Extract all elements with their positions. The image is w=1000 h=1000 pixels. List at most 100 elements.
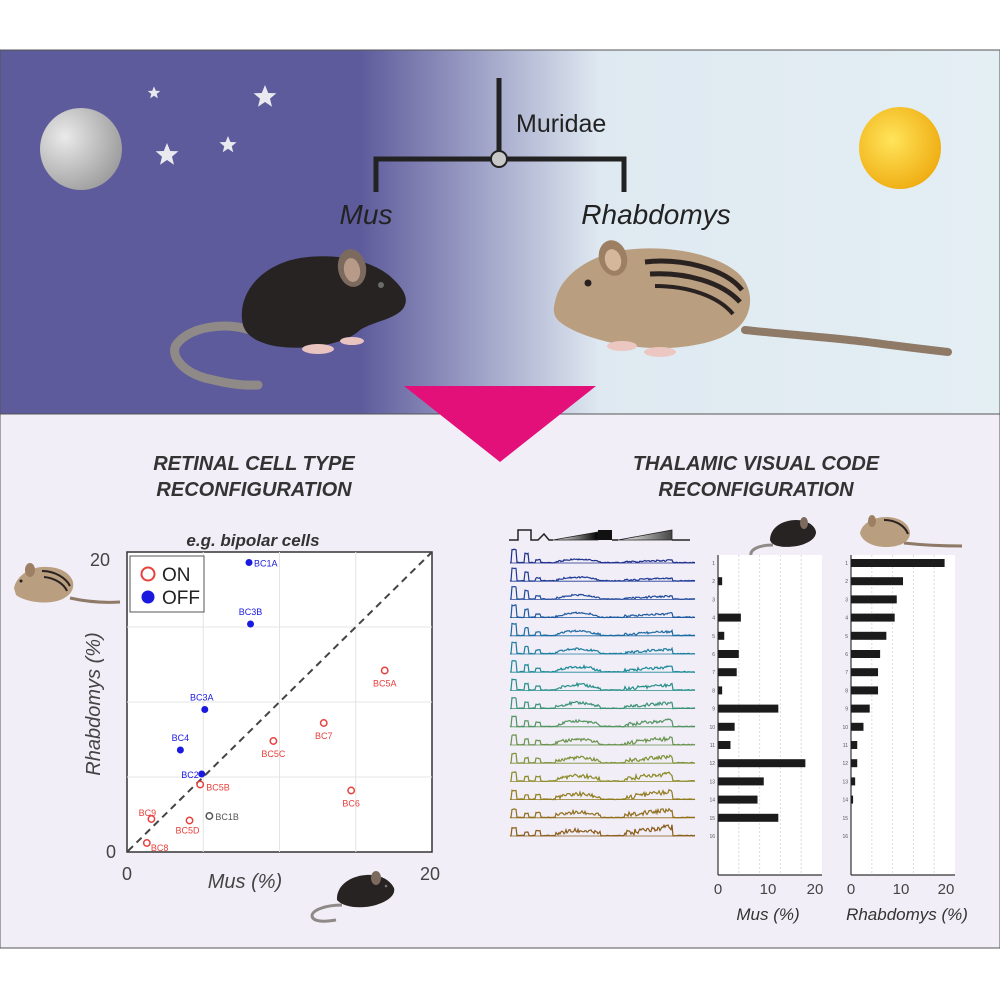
bar-plot-area xyxy=(851,555,955,875)
point-marker xyxy=(347,786,356,795)
bar-category-label: 6 xyxy=(712,652,715,658)
bar-12 xyxy=(851,759,858,768)
scatter-point-bc5d: BC5D xyxy=(176,816,200,836)
rhabdomys-bar-xlabel: Rhabdomys (%) xyxy=(846,905,968,924)
point-label: BC9 xyxy=(139,808,157,818)
down-arrow xyxy=(404,386,596,462)
bar-7 xyxy=(718,668,737,677)
scatter-point-bc3a: BC3A xyxy=(190,693,214,713)
response-trace-3 xyxy=(509,585,696,601)
point-marker xyxy=(319,719,328,727)
identity-line xyxy=(127,552,432,852)
mus-mouse-icon xyxy=(170,249,406,390)
mus-bar-icon xyxy=(749,517,816,556)
point-label: BC2 xyxy=(181,770,199,780)
tree-node xyxy=(490,150,508,168)
thalamic-title-line1: THALAMIC VISUAL CODE xyxy=(633,453,880,475)
legend-off-label: OFF xyxy=(162,588,200,609)
response-trace-4 xyxy=(509,603,696,619)
bar-10 xyxy=(718,722,735,731)
bar-6 xyxy=(718,650,739,658)
bar-category-label: 5 xyxy=(712,634,715,640)
stars-icon xyxy=(147,85,277,165)
legend-off-marker xyxy=(141,590,155,604)
bar-3 xyxy=(851,595,897,604)
bar-category-label: 2 xyxy=(845,579,848,585)
bar-x-tick: 20 xyxy=(938,881,955,898)
bar-x-tick: 0 xyxy=(714,881,722,898)
point-label: BC1A xyxy=(254,559,278,569)
scatter-point-bc5b: BC5B xyxy=(196,780,230,793)
scatter-point-bc7: BC7 xyxy=(315,719,332,741)
point-marker xyxy=(147,815,156,823)
bar-category-label: 13 xyxy=(842,779,848,785)
bar-4 xyxy=(718,613,741,622)
bar-category-label: 15 xyxy=(709,816,715,822)
response-trace-5 xyxy=(509,622,696,637)
scatter-subtitle: e.g. bipolar cells xyxy=(186,531,319,550)
bar-4 xyxy=(851,613,895,622)
bar-5 xyxy=(718,631,725,640)
bar-x-tick: 10 xyxy=(760,881,777,898)
point-label: BC6 xyxy=(342,799,360,809)
scatter-point-bc2: BC2 xyxy=(181,770,206,780)
response-trace-2 xyxy=(509,567,696,583)
mus-bar-xlabel: Mus (%) xyxy=(736,905,799,924)
legend-on-label: ON xyxy=(162,565,191,586)
bar-category-label: 1 xyxy=(845,561,848,567)
scatter-point-bc5c: BC5C xyxy=(261,737,286,759)
retinal-panel: RETINAL CELL TYPE RECONFIGURATION e.g. b… xyxy=(14,453,440,923)
bar-2 xyxy=(851,577,903,586)
bar-x-tick: 20 xyxy=(807,881,824,898)
retinal-title-line2: RECONFIGURATION xyxy=(156,479,352,501)
point-marker xyxy=(176,746,184,754)
bar-category-label: 9 xyxy=(712,707,715,713)
y-tick-20: 20 xyxy=(90,550,110,570)
family-label: Muridae xyxy=(516,110,606,138)
point-marker xyxy=(205,812,214,820)
mus-axis-icon xyxy=(310,871,395,923)
scatter-point-bc1b: BC1B xyxy=(205,812,239,822)
stimulus-protocol xyxy=(509,529,690,541)
bar-category-label: 9 xyxy=(845,707,848,713)
bar-7 xyxy=(851,668,879,677)
scatter-legend: ON OFF xyxy=(129,555,205,613)
bar-category-label: 5 xyxy=(845,634,848,640)
bar-category-label: 7 xyxy=(845,670,848,676)
bar-category-label: 1 xyxy=(712,561,715,567)
response-trace-10 xyxy=(509,715,696,728)
x-tick-20: 20 xyxy=(420,864,440,884)
bar-category-label: 10 xyxy=(709,725,715,731)
sun-icon xyxy=(859,107,941,189)
point-label: BC3A xyxy=(190,693,214,703)
bar-category-label: 7 xyxy=(712,670,715,676)
bar-category-label: 16 xyxy=(842,834,848,840)
bar-x-tick: 0 xyxy=(847,881,855,898)
thalamic-title-line2: RECONFIGURATION xyxy=(658,479,854,501)
scatter-grid xyxy=(127,552,432,852)
response-trace-6 xyxy=(509,641,696,655)
point-label: BC3B xyxy=(239,607,263,617)
rhabdomys-axis-icon xyxy=(14,563,121,604)
top-panel: Muridae Mus Rhabdomys xyxy=(0,49,1000,415)
point-marker xyxy=(247,620,255,628)
bar-category-label: 8 xyxy=(845,688,848,694)
bar-category-label: 4 xyxy=(845,616,848,622)
scatter-point-bc8: BC8 xyxy=(142,839,169,853)
point-marker xyxy=(380,666,389,675)
bar-13 xyxy=(718,777,764,786)
point-marker xyxy=(185,816,194,825)
point-marker xyxy=(201,706,209,713)
bar-category-label: 4 xyxy=(712,616,715,622)
bar-category-label: 12 xyxy=(842,761,848,767)
point-label: BC8 xyxy=(151,843,169,853)
bar-8 xyxy=(851,686,879,695)
point-label: BC4 xyxy=(172,733,190,743)
moon-icon xyxy=(40,108,122,190)
bar-category-label: 16 xyxy=(709,834,715,840)
bar-category-label: 3 xyxy=(845,597,848,603)
scatter-point-bc1a: BC1A xyxy=(245,559,278,569)
bar-12 xyxy=(718,759,806,768)
bar-plot-area xyxy=(718,555,822,875)
